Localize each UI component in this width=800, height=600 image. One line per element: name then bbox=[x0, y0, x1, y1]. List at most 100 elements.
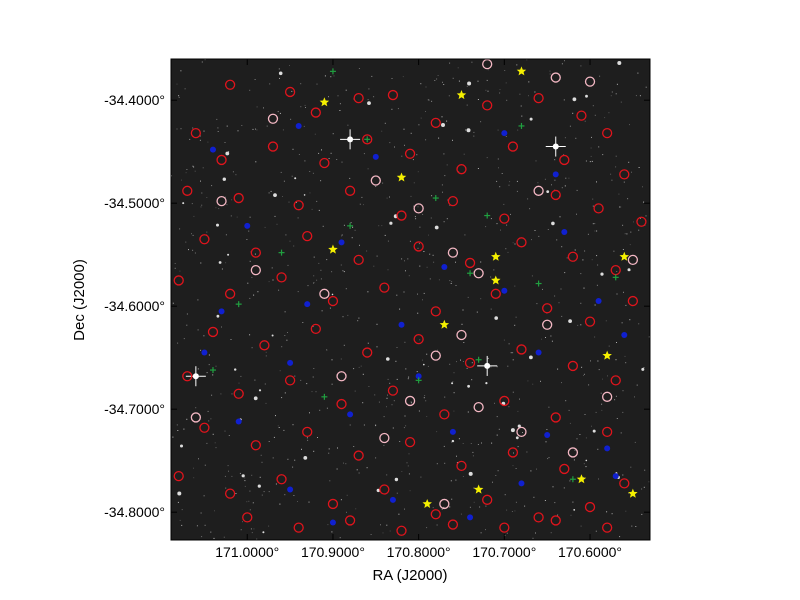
data-point bbox=[550, 72, 561, 83]
data-point bbox=[336, 398, 347, 410]
data-point bbox=[491, 275, 501, 285]
data-point bbox=[336, 371, 347, 382]
data-point bbox=[595, 298, 602, 305]
data-point bbox=[449, 428, 456, 435]
data-point bbox=[439, 319, 450, 329]
tick-layer: 171.0000° 170.9000° 170.8000° 170.7000° 170.… bbox=[104, 59, 650, 560]
data-point bbox=[235, 301, 242, 308]
data-point bbox=[499, 395, 510, 407]
data-point bbox=[447, 247, 459, 258]
data-point bbox=[310, 107, 321, 118]
data-point bbox=[464, 357, 476, 368]
data-point bbox=[430, 117, 441, 129]
data-point bbox=[209, 146, 216, 153]
data-point bbox=[259, 340, 270, 351]
data-point bbox=[533, 92, 544, 104]
data-point bbox=[576, 474, 587, 484]
data-point bbox=[473, 401, 484, 413]
data-point bbox=[319, 97, 330, 107]
data-point bbox=[344, 515, 356, 526]
data-point bbox=[516, 66, 527, 76]
data-point bbox=[612, 274, 619, 281]
sky-noise bbox=[171, 59, 650, 540]
data-point bbox=[387, 385, 399, 396]
data-point bbox=[224, 79, 236, 90]
data-point bbox=[404, 437, 416, 448]
y-tick-label: -34.7000° bbox=[104, 401, 165, 417]
data-point bbox=[559, 154, 570, 166]
data-point bbox=[533, 512, 544, 523]
data-point bbox=[338, 239, 345, 246]
data-point bbox=[584, 76, 596, 87]
data-point bbox=[576, 110, 587, 121]
data-point bbox=[518, 480, 525, 487]
data-point bbox=[507, 141, 519, 152]
data-point bbox=[482, 59, 493, 70]
x-tick-label: 170.9000° bbox=[301, 544, 365, 560]
data-point bbox=[602, 522, 613, 533]
data-point bbox=[484, 212, 491, 219]
plot-background bbox=[171, 59, 650, 540]
data-point bbox=[201, 349, 208, 356]
data-point bbox=[379, 484, 390, 495]
data-point bbox=[636, 216, 647, 227]
data-point bbox=[302, 426, 313, 438]
data-point bbox=[362, 134, 373, 145]
data-point bbox=[250, 247, 261, 258]
data-point bbox=[319, 157, 330, 169]
data-point bbox=[542, 319, 553, 330]
data-point bbox=[447, 519, 459, 530]
data-point bbox=[353, 92, 364, 104]
data-point bbox=[621, 332, 628, 339]
data-point bbox=[396, 172, 407, 182]
data-point bbox=[362, 347, 373, 358]
data-point bbox=[422, 498, 432, 508]
data-point bbox=[216, 154, 227, 166]
data-point bbox=[328, 244, 338, 254]
data-point bbox=[550, 189, 561, 201]
data-point bbox=[327, 295, 339, 307]
data-point bbox=[216, 195, 227, 207]
data-point bbox=[389, 496, 396, 503]
data-point bbox=[490, 288, 501, 299]
data-point bbox=[441, 264, 448, 271]
marker-layer bbox=[173, 59, 647, 536]
data-point bbox=[619, 478, 630, 489]
data-point bbox=[250, 440, 261, 451]
data-point bbox=[329, 519, 336, 526]
data-point bbox=[287, 359, 294, 366]
data-point bbox=[467, 514, 474, 521]
x-tick-label: 170.6000° bbox=[558, 544, 622, 560]
data-point bbox=[415, 373, 422, 380]
data-point bbox=[567, 251, 579, 262]
data-point bbox=[619, 251, 630, 261]
data-point bbox=[353, 254, 364, 265]
data-point bbox=[413, 203, 424, 214]
data-point bbox=[379, 282, 390, 293]
data-point bbox=[233, 388, 244, 399]
data-point bbox=[473, 484, 484, 494]
data-point bbox=[627, 254, 639, 265]
data-point bbox=[327, 498, 339, 510]
data-point bbox=[602, 391, 613, 402]
data-point bbox=[182, 185, 193, 196]
data-point bbox=[235, 418, 242, 425]
data-point bbox=[584, 316, 596, 327]
plot-frame bbox=[170, 58, 651, 541]
data-point bbox=[295, 122, 302, 129]
data-point bbox=[518, 122, 525, 129]
data-point bbox=[602, 350, 612, 360]
data-point bbox=[415, 377, 422, 384]
data-point bbox=[619, 169, 630, 180]
data-point bbox=[467, 270, 474, 277]
data-point bbox=[278, 249, 285, 256]
data-point bbox=[516, 426, 527, 438]
data-point bbox=[627, 295, 639, 307]
data-point bbox=[353, 450, 364, 461]
data-point bbox=[398, 321, 405, 328]
data-point bbox=[250, 264, 261, 276]
data-point bbox=[302, 231, 313, 242]
data-point bbox=[182, 371, 193, 382]
data-point bbox=[604, 445, 611, 452]
